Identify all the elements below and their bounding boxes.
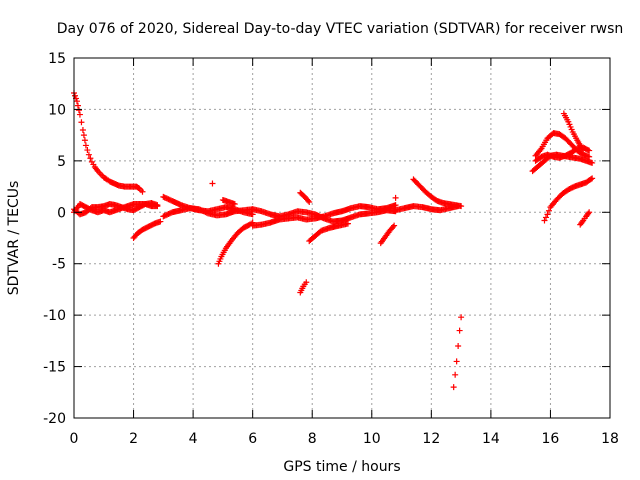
series-arc-06 <box>160 205 256 220</box>
data-point <box>586 209 593 216</box>
series-arc-11 <box>249 206 399 225</box>
series-arc-07 <box>209 180 216 187</box>
data-point <box>78 119 85 126</box>
data-point <box>392 202 399 209</box>
series-arc-14 <box>306 220 351 245</box>
series-arc-23 <box>560 110 587 153</box>
data-point <box>586 147 593 154</box>
grid <box>74 58 610 418</box>
data-point <box>542 214 549 221</box>
y-tick-label: 15 <box>48 51 66 67</box>
data-point <box>71 92 78 99</box>
series-arc-13 <box>297 189 313 205</box>
data-point <box>391 222 398 229</box>
series-arc-15 <box>377 222 398 247</box>
x-tick-label: 14 <box>482 431 500 447</box>
series-arc-12 <box>297 279 310 296</box>
data-point <box>87 155 94 162</box>
data-point <box>75 107 82 114</box>
data-point <box>545 207 552 214</box>
data-point <box>579 145 586 152</box>
x-tick-label: 18 <box>601 431 619 447</box>
y-tick-label: -20 <box>43 411 66 427</box>
y-axis-title: SDTVAR / TECUs <box>6 181 22 296</box>
x-tick-label: 2 <box>129 431 138 447</box>
data-point <box>231 201 238 208</box>
data-point <box>85 151 92 158</box>
x-tick-label: 10 <box>363 431 381 447</box>
series-arc-16 <box>392 194 399 201</box>
x-tick-label: 6 <box>248 431 257 447</box>
data-point <box>544 211 551 218</box>
x-tick-label: 4 <box>189 431 198 447</box>
chart-title: Day 076 of 2020, Sidereal Day-to-day VTE… <box>57 21 624 37</box>
data-point <box>76 111 83 118</box>
data-point <box>74 102 81 109</box>
y-tick-label: 5 <box>57 154 66 170</box>
data-point <box>579 218 586 225</box>
data-point <box>450 384 457 391</box>
data-point <box>305 197 312 204</box>
data-point <box>209 180 216 187</box>
series-arc-18 <box>392 203 462 214</box>
data-point <box>82 142 89 149</box>
data-point <box>157 218 164 225</box>
y-tick-label: -15 <box>43 360 66 376</box>
data-point <box>456 327 463 334</box>
data-point <box>453 358 460 365</box>
data-point <box>589 159 596 166</box>
data-point <box>79 127 86 133</box>
series-arc-24 <box>541 175 596 224</box>
data-point <box>344 220 351 227</box>
data-point <box>73 98 80 105</box>
x-tick-label: 12 <box>422 431 440 447</box>
data-point <box>455 343 462 349</box>
data-point <box>306 199 313 205</box>
data-point <box>303 279 310 286</box>
data-point <box>84 147 91 154</box>
series-arc-25 <box>577 209 593 228</box>
data-point <box>154 202 161 209</box>
data-point <box>389 223 396 230</box>
axis-ticks: 0 2 4 6 8 10 12 14 16 18 -20 -15 -10 -5 0 5 10 15 <box>43 51 619 447</box>
data-point <box>541 217 548 224</box>
y-tick-label: 10 <box>48 102 66 118</box>
data-points <box>71 89 596 391</box>
x-tick-label: 8 <box>308 431 317 447</box>
series-arc-08 <box>215 219 256 267</box>
x-axis-title: GPS time / hours <box>283 459 400 475</box>
x-tick-label: 16 <box>542 431 560 447</box>
data-point <box>392 194 399 201</box>
series-arc-03 <box>71 200 161 218</box>
data-point <box>586 153 593 160</box>
x-tick-label: 0 <box>70 431 79 447</box>
data-point <box>452 371 459 378</box>
data-point <box>585 210 592 217</box>
data-point <box>589 175 596 182</box>
series-arc-09 <box>219 196 238 208</box>
data-point <box>455 203 462 210</box>
y-tick-label: 0 <box>57 205 66 221</box>
y-tick-label: -10 <box>43 308 66 324</box>
data-point <box>458 314 465 321</box>
data-point <box>580 146 587 153</box>
data-point <box>249 211 256 218</box>
data-point <box>139 188 146 195</box>
y-tick-label: -5 <box>52 257 66 273</box>
plot-frame <box>73 57 611 419</box>
data-point <box>587 176 594 183</box>
data-point <box>81 137 88 144</box>
series-arc-19 <box>450 314 465 391</box>
series-arc-01 <box>71 89 146 195</box>
data-point <box>80 132 87 139</box>
series-arc-04 <box>130 218 164 241</box>
